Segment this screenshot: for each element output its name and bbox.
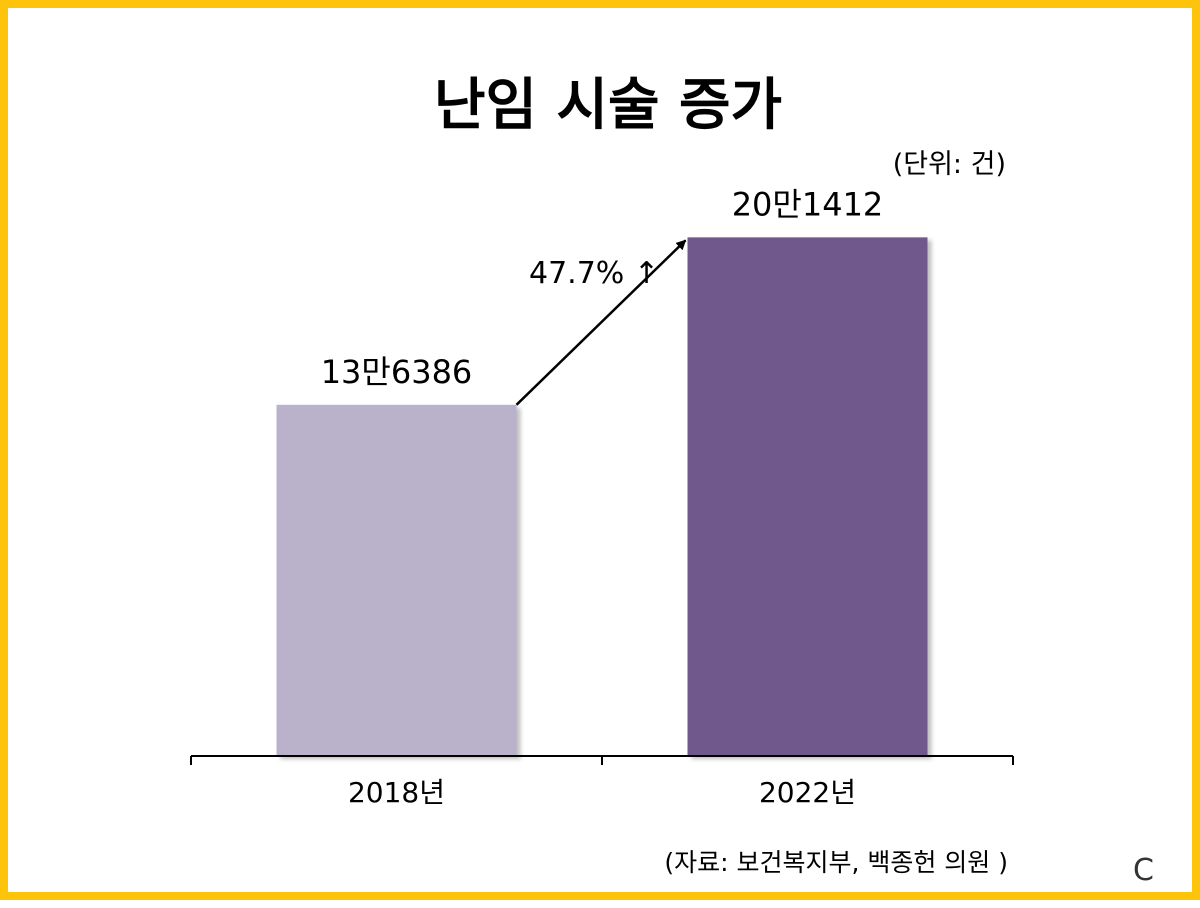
- growth-annotation: 47.7% ↑: [529, 256, 659, 291]
- source-note: (자료: 보건복지부, 백종헌 의원 ): [664, 848, 1008, 877]
- category-label-1: 2022년: [759, 776, 856, 809]
- bar-chart: 13만6386 2018년 20만1412 2022년 47.7% ↑: [190, 185, 1014, 809]
- corner-mark: C: [1133, 853, 1154, 888]
- chart-title: 난임 시술 증가: [433, 73, 783, 138]
- data-label-0: 13만6386: [321, 353, 473, 391]
- bar-0: [276, 404, 517, 756]
- unit-note: (단위: 건): [892, 149, 1006, 180]
- data-label-1: 20만1412: [732, 185, 884, 223]
- growth-arrow: [515, 239, 687, 406]
- bar-1: [687, 237, 928, 756]
- category-label-0: 2018년: [348, 776, 445, 809]
